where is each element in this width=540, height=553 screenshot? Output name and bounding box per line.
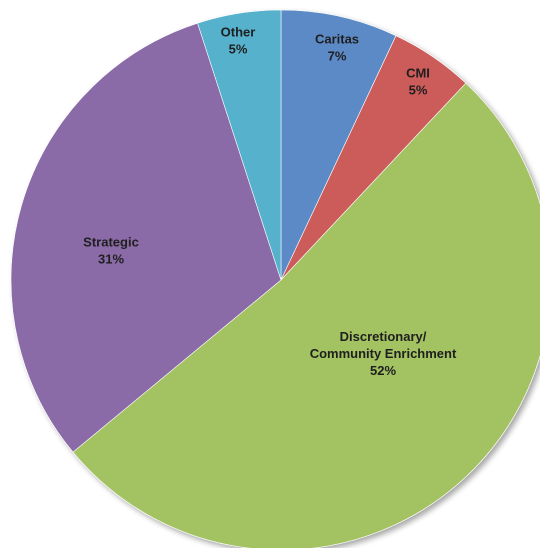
pie-label-text: Community Enrichment xyxy=(310,346,457,361)
pie-label-percent: 52% xyxy=(370,363,396,378)
pie-slice-other xyxy=(197,9,282,281)
pie-slice-discretionary xyxy=(72,82,540,551)
pie-label-discretionary: Discretionary/Community Enrichment 52% xyxy=(310,329,457,378)
pie-label-cmi: CMI 5% xyxy=(406,66,430,98)
pie-labels: Caritas 7% CMI 5% Discretionary/Community En… xyxy=(83,25,457,379)
pie-slice-caritas xyxy=(280,9,397,281)
pie-label-percent: 7% xyxy=(328,49,347,64)
pie-label-text: CMI xyxy=(406,66,430,81)
pie-label-text: Strategic xyxy=(83,235,139,250)
pie-label-caritas: Caritas 7% xyxy=(315,32,359,64)
pie-label-percent: 5% xyxy=(409,83,428,98)
pie-label-strategic: Strategic 31% xyxy=(83,235,139,267)
pie-label-other: Other 5% xyxy=(221,25,256,57)
pie-label-text: Discretionary/ xyxy=(340,329,427,344)
pie-label-text: Caritas xyxy=(315,32,359,47)
pie-label-percent: 5% xyxy=(229,42,248,57)
pie-label-text: Other xyxy=(221,25,256,40)
pie-slices xyxy=(10,9,540,551)
pie-label-percent: 31% xyxy=(98,252,124,267)
pie-slice-strategic xyxy=(10,22,282,453)
